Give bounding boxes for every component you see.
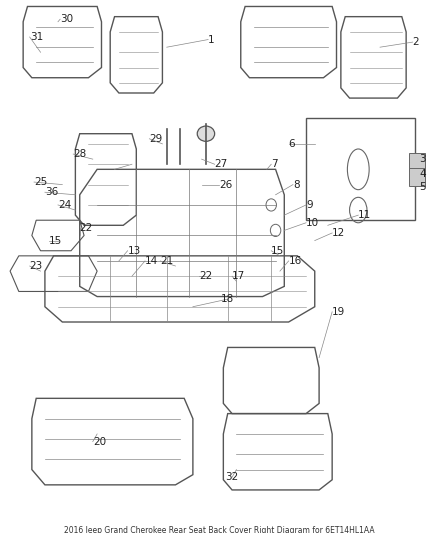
Text: 22: 22 — [199, 271, 213, 281]
Text: 20: 20 — [93, 437, 106, 447]
Text: 2: 2 — [413, 37, 419, 47]
Text: 10: 10 — [306, 218, 319, 228]
Text: 19: 19 — [332, 307, 346, 317]
Text: 25: 25 — [34, 177, 47, 187]
Text: 6: 6 — [289, 139, 295, 149]
Text: 8: 8 — [293, 180, 300, 190]
Ellipse shape — [197, 126, 215, 141]
Text: 14: 14 — [145, 256, 158, 266]
Text: 36: 36 — [45, 187, 58, 197]
Text: 22: 22 — [80, 223, 93, 233]
Text: 32: 32 — [226, 472, 239, 482]
Text: 2016 Jeep Grand Cherokee Rear Seat Back Cover Right Diagram for 6ET14HL1AA: 2016 Jeep Grand Cherokee Rear Seat Back … — [64, 526, 374, 533]
Text: 5: 5 — [419, 182, 426, 192]
Text: 16: 16 — [289, 256, 302, 266]
Text: 27: 27 — [215, 159, 228, 169]
Text: 7: 7 — [271, 159, 278, 169]
Text: 21: 21 — [160, 256, 173, 266]
Text: 24: 24 — [58, 200, 71, 210]
Text: 15: 15 — [49, 236, 63, 246]
Text: 12: 12 — [332, 228, 346, 238]
Text: 13: 13 — [127, 246, 141, 256]
Bar — [306, 118, 415, 220]
Text: 9: 9 — [306, 200, 313, 210]
Text: 4: 4 — [419, 169, 426, 180]
Text: 23: 23 — [30, 261, 43, 271]
Text: 1: 1 — [208, 35, 215, 45]
Bar — [409, 152, 425, 171]
Text: 26: 26 — [219, 180, 232, 190]
Text: 31: 31 — [30, 32, 43, 42]
Text: 30: 30 — [60, 14, 73, 24]
Text: 18: 18 — [221, 294, 234, 304]
Text: 11: 11 — [358, 210, 371, 220]
Text: 28: 28 — [73, 149, 86, 159]
Bar — [409, 168, 425, 186]
Text: 29: 29 — [149, 134, 162, 144]
Text: 17: 17 — [232, 271, 245, 281]
Text: 3: 3 — [419, 154, 426, 164]
Text: 15: 15 — [271, 246, 284, 256]
